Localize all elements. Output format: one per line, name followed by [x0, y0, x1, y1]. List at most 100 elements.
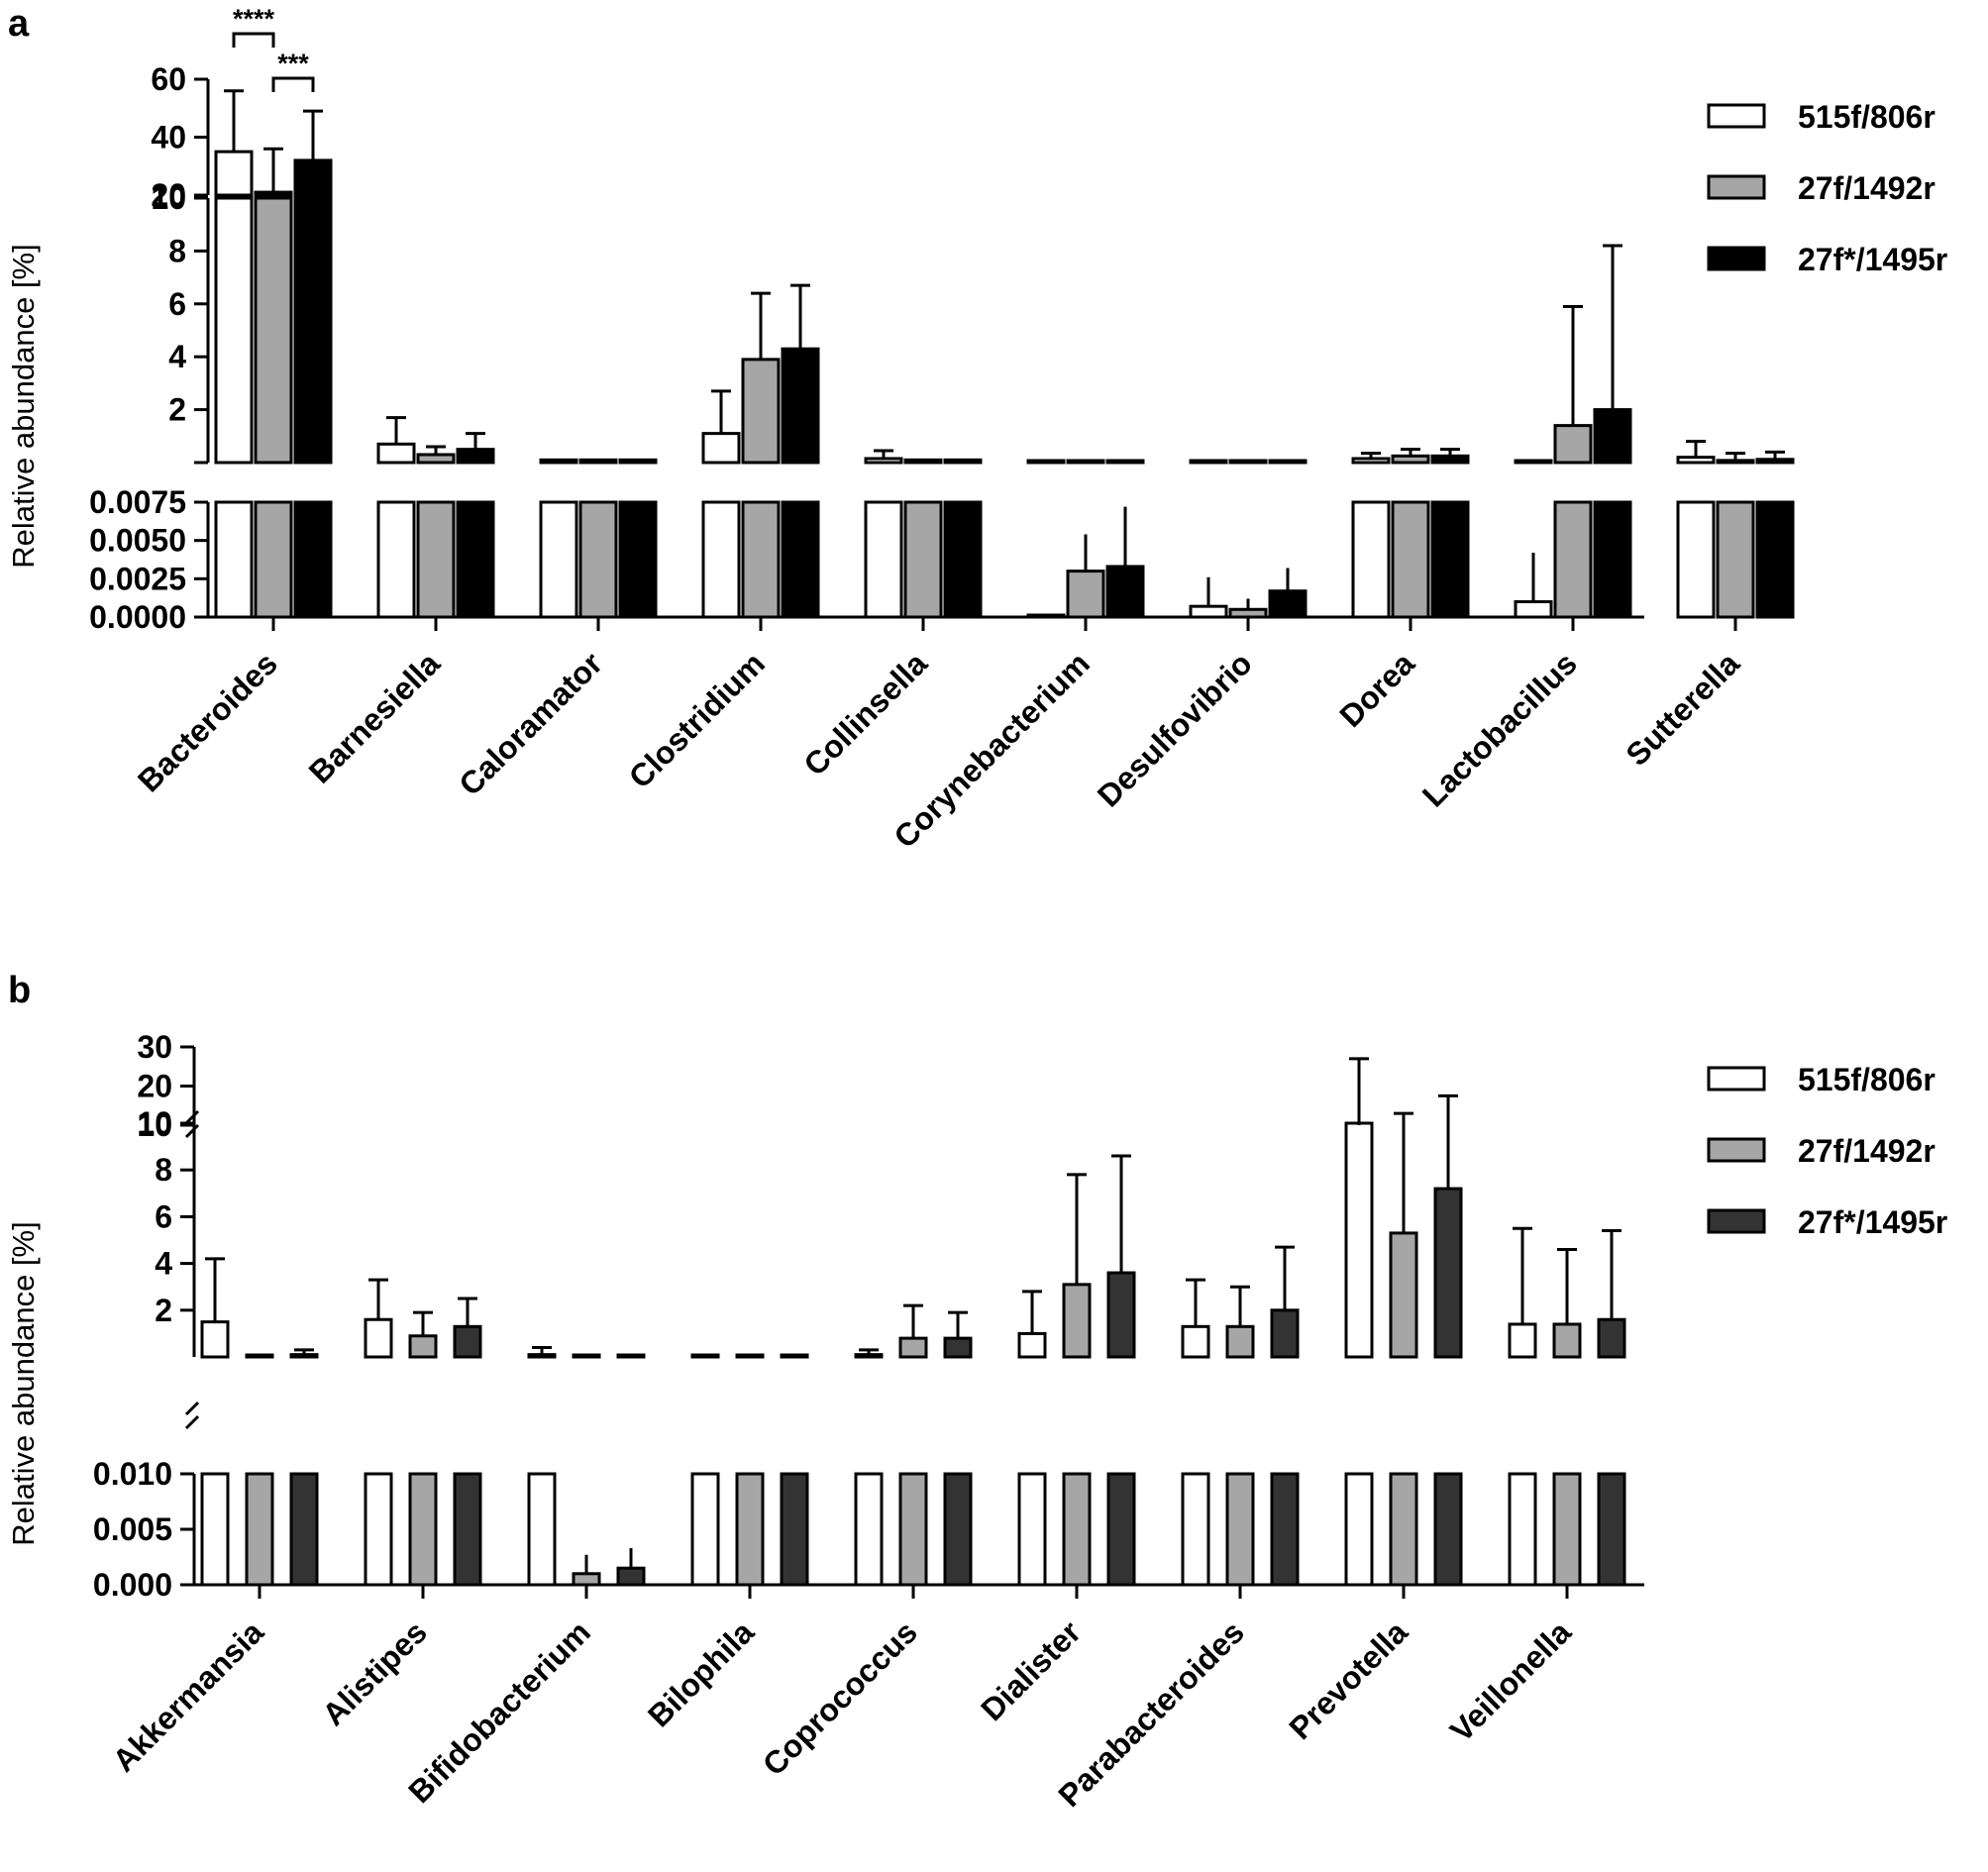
panel-a-category-label: Lactobacillus	[1415, 645, 1584, 813]
panel-b-bar	[690, 1353, 720, 1587]
panel-b-legend-label: 27f*/1495r	[1798, 1204, 1947, 1240]
panel-b-bar-segment	[616, 1566, 646, 1587]
panel-a-bar-segment	[741, 358, 781, 465]
panel-b-bar-segment	[453, 1472, 482, 1587]
panel-a-category-label: Barnesiella	[302, 645, 447, 789]
panel-a-significance-bracket	[271, 76, 315, 92]
panel-a-category-label: Desulfovibrio	[1091, 645, 1259, 813]
panel-a-bar-segment	[539, 458, 578, 465]
panel-a-y-axis-title: Relative abundance [%]	[6, 244, 41, 568]
panel-a-y-tick-label: 8	[168, 233, 186, 268]
panel-a-bar-segment	[864, 500, 903, 619]
panel-a-bar-segment	[1430, 500, 1470, 619]
panel-b-y-tick-label: 4	[155, 1246, 172, 1282]
panel-a-bar-segment	[618, 500, 658, 619]
panel-a-bar-segment	[376, 500, 416, 619]
panel-b-bar	[898, 1336, 928, 1587]
panel-a-y-tick-label: 0.0025	[89, 561, 186, 596]
panel-b-bar-segment	[1508, 1322, 1537, 1359]
panel-b-label: b	[8, 970, 31, 1011]
panel-a-bar-segment	[376, 442, 416, 465]
panel-a-bar	[578, 458, 618, 619]
panel-b-bar	[1270, 1308, 1300, 1587]
panel-a-label: a	[8, 3, 30, 45]
panel-a-y-tick-label: 4	[168, 339, 186, 374]
panel-a-bar-segment	[943, 458, 983, 465]
panel-a-bar-segment	[1716, 500, 1755, 619]
panel-a-bar	[1716, 459, 1755, 619]
panel-a-bar-segment	[1514, 600, 1553, 619]
panel-b-bar-segment	[1181, 1472, 1210, 1587]
panel-b-bar	[1225, 1324, 1255, 1587]
panel-a-bar-segment	[943, 500, 983, 619]
panel-b-bar	[735, 1353, 765, 1587]
panel-a-bar	[376, 442, 416, 619]
panel-a-bar-segment	[1391, 500, 1430, 619]
panel-a-bar-segment	[456, 500, 495, 619]
panel-a-y-tick-label: 6	[168, 286, 186, 322]
panel-a-significance-bracket	[232, 32, 275, 48]
panel-a-bar-segment	[214, 150, 254, 197]
panel-a-legend-swatch	[1707, 103, 1766, 129]
panel-a-bar-segment	[539, 500, 578, 619]
panel-b-legend-label: 515f/806r	[1798, 1062, 1936, 1097]
panel-a-bar-segment	[214, 196, 254, 465]
panel-b-bar-segment	[200, 1320, 230, 1359]
panel-b-bar-segment	[1106, 1271, 1136, 1359]
panel-a-bar-segment	[578, 458, 618, 465]
panel-b-bar-segment	[572, 1572, 601, 1587]
panel-b-bar-segment	[854, 1472, 884, 1587]
panel-a-bar-segment	[293, 196, 333, 465]
panel-b-bar	[1106, 1271, 1136, 1587]
panel-a-legend-label: 27f/1492r	[1798, 170, 1936, 206]
panel-a-bar	[1228, 459, 1268, 619]
panel-a-significance-label: ****	[233, 4, 275, 34]
panel-b-category-label: Prevotella	[1282, 1613, 1414, 1746]
panel-a-bar	[456, 448, 495, 619]
panel-b-bar-segment	[1597, 1472, 1626, 1587]
panel-b-bar-segment	[943, 1336, 973, 1359]
panel-b-bar	[1389, 1231, 1418, 1587]
panel-a-bar-segment	[1755, 458, 1795, 465]
panel-b-legend-swatch	[1707, 1208, 1766, 1234]
panel-b-bar-segment	[780, 1353, 809, 1359]
panel-b-category-label: Alistipes	[315, 1613, 434, 1732]
panel-a-bar	[539, 458, 578, 619]
panel-b-bar	[572, 1353, 601, 1587]
panel-b-bar	[200, 1320, 230, 1587]
panel-a-bar	[701, 432, 741, 619]
panel-b-bar-segment	[690, 1353, 720, 1359]
panel-a-bar-segment	[578, 500, 618, 619]
panel-a-bar	[781, 347, 820, 619]
panel-a-y-tick-label: 2	[168, 392, 186, 428]
panel-a-bar-segment	[781, 347, 820, 465]
panel-a-bar-segment	[1066, 570, 1105, 619]
panel-a-bar	[1351, 457, 1391, 619]
panel-a-bar-segment	[864, 457, 903, 465]
panel-b-bar-segment	[1433, 1472, 1463, 1587]
panel-b-bar-segment	[527, 1472, 557, 1587]
panel-a-bar	[943, 458, 983, 619]
panel-b-bar-segment	[1106, 1472, 1136, 1587]
panel-a-bar-segment	[1716, 459, 1755, 465]
panel-a-bar	[1593, 408, 1632, 619]
panel-a-bar-segment	[1593, 500, 1632, 619]
panel-b-bar-segment	[1225, 1324, 1255, 1359]
panel-b-bar	[364, 1317, 393, 1587]
panel-b-bar-segment	[200, 1472, 230, 1587]
panel-a-bar-segment	[903, 500, 943, 619]
panel-a-bar-segment	[701, 432, 741, 465]
panel-a-bar	[1391, 454, 1430, 619]
panel-b-y-tick-label: 0.000	[93, 1567, 172, 1603]
panel-b-bar	[1597, 1317, 1626, 1587]
panel-a-bar-segment	[293, 158, 333, 197]
panel-a-bar	[214, 150, 254, 619]
panel-b-bar-segment	[1552, 1472, 1582, 1587]
panel-b-axis-break-mark	[184, 1123, 200, 1139]
panel-a-bar-segment	[254, 190, 293, 197]
panel-a-y-tick-label: 0.0000	[89, 599, 186, 635]
panel-a-bar-segment	[1755, 500, 1795, 619]
panel-b-bar-segment	[1389, 1472, 1418, 1587]
panel-a-y-tick-label: 40	[151, 120, 186, 156]
panel-a-bar	[1268, 459, 1308, 619]
